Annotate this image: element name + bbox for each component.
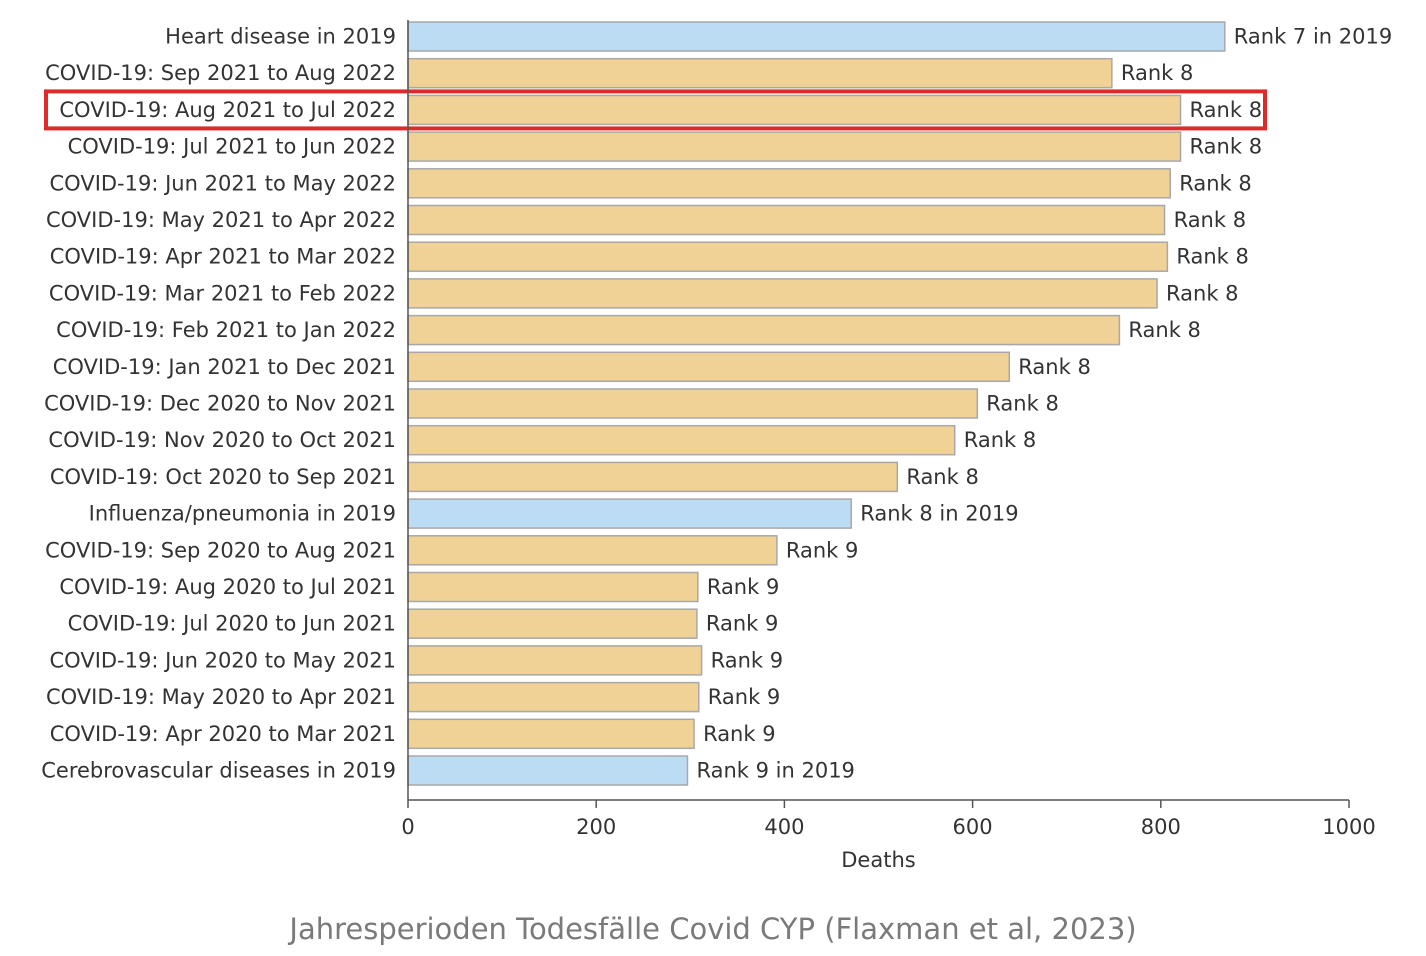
rank-annotation: Rank 9: [703, 722, 776, 746]
bar: [407, 241, 1169, 272]
category-label: COVID-19: Sep 2020 to Aug 2021: [45, 538, 396, 562]
category-label: Cerebrovascular diseases in 2019: [41, 759, 396, 783]
rank-annotation: Rank 8: [1128, 318, 1201, 342]
x-axis: 0 200 400 600 800 1000: [401, 20, 1376, 839]
rank-annotation: Rank 8: [1176, 245, 1249, 269]
x-tick-label: 1000: [1322, 815, 1375, 839]
rank-annotation: Rank 9: [706, 612, 779, 636]
deaths-bar-chart: Heart disease in 2019 Rank 7 in 2019 COVID…: [41, 20, 1392, 872]
rank-annotation: Rank 8 in 2019: [860, 502, 1018, 526]
category-label: Heart disease in 2019: [165, 25, 396, 49]
category-label: COVID-19: Aug 2020 to Jul 2021: [59, 575, 396, 599]
rank-annotation: Rank 9: [711, 648, 784, 672]
category-label: COVID-19: Sep 2021 to Aug 2022: [45, 61, 396, 85]
x-axis-title: Deaths: [841, 848, 915, 872]
bar: [407, 204, 1166, 236]
rank-annotation: Rank 9: [707, 575, 780, 599]
rank-annotation: Rank 8: [1174, 208, 1247, 232]
x-tick-label: 200: [576, 815, 616, 839]
category-label: COVID-19: Mar 2021 to Feb 2022: [49, 281, 396, 305]
bar: [407, 168, 1171, 199]
rank-annotation: Rank 8: [1018, 355, 1091, 379]
category-label: COVID-19: Feb 2021 to Jan 2022: [56, 318, 396, 342]
rank-annotation: Rank 8: [1179, 171, 1252, 195]
bar: [407, 755, 689, 786]
rank-annotation: Rank 8: [906, 465, 979, 489]
bar: [407, 351, 1011, 383]
bar: [407, 94, 1182, 126]
category-label: COVID-19: Apr 2020 to Mar 2021: [50, 722, 396, 746]
bar: [407, 57, 1113, 89]
category-label: COVID-19: Jun 2021 to May 2022: [50, 171, 397, 195]
x-tick-label: 0: [401, 815, 414, 839]
bar: [407, 131, 1182, 162]
category-label: COVID-19: Jun 2020 to May 2021: [50, 648, 397, 672]
rank-annotation: Rank 8: [1190, 135, 1263, 159]
bars-layer: Heart disease in 2019 Rank 7 in 2019 COVID…: [41, 21, 1392, 786]
bar: [407, 461, 899, 493]
category-label: COVID-19: Oct 2020 to Sep 2021: [50, 465, 396, 489]
category-label: COVID-19: Aug 2021 to Jul 2022: [59, 98, 396, 122]
category-label: COVID-19: May 2020 to Apr 2021: [46, 685, 396, 709]
bar: [407, 645, 703, 676]
bar: [407, 681, 700, 713]
x-tick-label: 800: [1141, 815, 1181, 839]
rank-annotation: Rank 8: [986, 392, 1059, 416]
rank-annotation: Rank 8: [1166, 281, 1239, 305]
rank-annotation: Rank 8: [1190, 98, 1263, 122]
category-label: COVID-19: Jan 2021 to Dec 2021: [53, 355, 396, 379]
bar: [407, 498, 852, 529]
bar: [407, 608, 698, 639]
category-label: COVID-19: Jul 2021 to Jun 2022: [68, 135, 396, 159]
bar: [407, 718, 695, 750]
x-tick-label: 400: [764, 815, 804, 839]
highlight-box: [44, 89, 1267, 131]
category-label: Influenza/pneumonia in 2019: [89, 502, 396, 526]
category-label: COVID-19: Jul 2020 to Jun 2021: [68, 612, 396, 636]
rank-annotation: Rank 9: [708, 685, 781, 709]
bar: [407, 21, 1226, 52]
rank-annotation: Rank 8: [964, 428, 1037, 452]
rank-annotation: Rank 8: [1121, 61, 1194, 85]
bar: [407, 278, 1158, 309]
category-label: COVID-19: Nov 2020 to Oct 2021: [48, 428, 396, 452]
bar: [407, 424, 956, 456]
bar: [407, 388, 979, 419]
x-tick-label: 600: [953, 815, 993, 839]
figure-caption: Jahresperioden Todesfälle Covid CYP (Fla…: [289, 912, 1137, 946]
bar: [407, 314, 1121, 346]
category-label: COVID-19: Dec 2020 to Nov 2021: [44, 392, 396, 416]
rank-annotation: Rank 9 in 2019: [696, 759, 854, 783]
bar: [407, 571, 699, 603]
category-label: COVID-19: May 2021 to Apr 2022: [46, 208, 396, 232]
category-label: COVID-19: Apr 2021 to Mar 2022: [50, 245, 396, 269]
bar: [407, 535, 778, 566]
rank-annotation: Rank 9: [786, 538, 859, 562]
rank-annotation: Rank 7 in 2019: [1234, 25, 1392, 49]
